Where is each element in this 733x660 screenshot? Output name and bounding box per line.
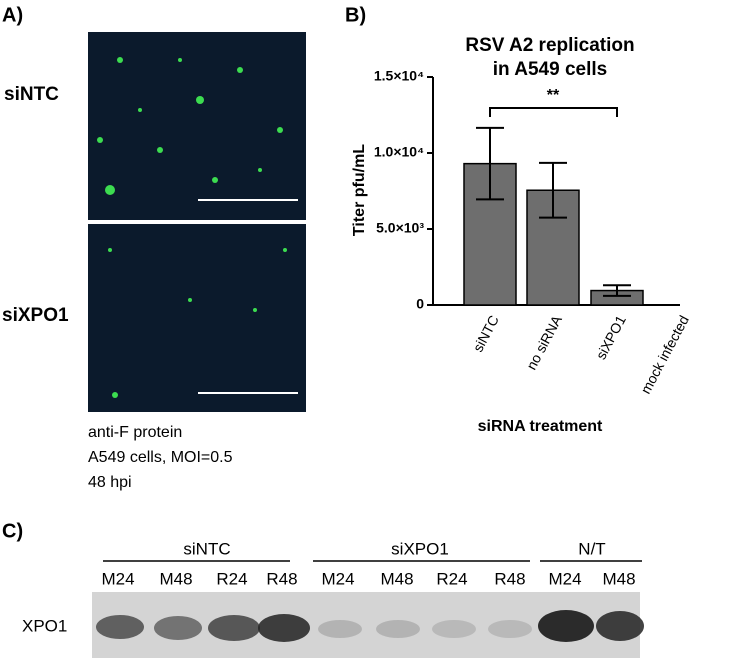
lane-label: M48 [380, 569, 413, 588]
bar-chart: 0 5.0×10³ 1.0×10⁴ 1.5×10⁴ siNTC no siRNA siXPO… [374, 68, 692, 397]
error-bar [539, 161, 567, 219]
caption: anti-F protein [88, 424, 182, 441]
group-label: siXPO1 [391, 539, 449, 558]
lane-label: M24 [548, 569, 581, 588]
panel-label: C) [2, 520, 23, 542]
y-tick-label: 5.0×10³ [376, 220, 424, 236]
x-tick-label: siNTC [470, 313, 502, 355]
row-label: siXPO1 [2, 305, 69, 326]
caption: 48 hpi [88, 474, 132, 491]
row-label: XPO1 [22, 616, 67, 635]
error-bar [476, 126, 504, 201]
lane-label: R48 [266, 569, 297, 588]
lane-labels: M24 M48 R24 R48 M24 M48 R24 R48 M24 M48 [101, 569, 635, 588]
error-bar [603, 284, 631, 297]
chart-title: in A549 cells [493, 59, 607, 80]
significance-bracket [489, 107, 618, 117]
lane-label: M48 [602, 569, 635, 588]
fluorescence-spots [97, 57, 287, 398]
lane-label: R48 [494, 569, 525, 588]
micrograph [88, 224, 306, 412]
row-label: siNTC [4, 84, 59, 105]
y-tick-label: 1.5×10⁴ [374, 68, 424, 84]
chart-title: RSV A2 replication [465, 35, 634, 56]
group-label: siNTC [183, 539, 230, 558]
lane-label: R24 [216, 569, 247, 588]
blot-bands [96, 610, 644, 642]
micrograph [88, 32, 306, 220]
y-tick-label: 0 [416, 296, 424, 312]
lane-label: M24 [321, 569, 354, 588]
x-tick-label: mock infected [637, 313, 692, 397]
x-tick-label: no siRNA [523, 312, 565, 372]
annotation: ** [547, 87, 560, 104]
x-tick-label: siXPO1 [593, 312, 630, 362]
lane-label: M24 [101, 569, 134, 588]
x-axis-label: siRNA treatment [478, 418, 603, 435]
panel-label: A) [2, 4, 23, 26]
group-label: N/T [578, 539, 605, 558]
caption: A549 cells, MOI=0.5 [88, 449, 233, 466]
y-tick-label: 1.0×10⁴ [374, 144, 424, 160]
lane-label: M48 [159, 569, 192, 588]
panel-label: B) [345, 4, 366, 26]
y-axis-label: Titer pfu/mL [351, 144, 368, 236]
lane-label: R24 [436, 569, 467, 588]
